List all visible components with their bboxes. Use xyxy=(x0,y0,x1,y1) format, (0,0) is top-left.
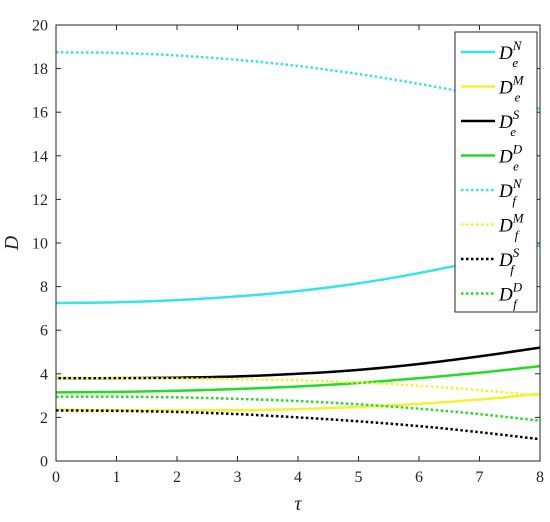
legend: DN e DM eDS e DD eDN f DM fDS f DD f xyxy=(454,31,538,313)
y-tick-label: 14 xyxy=(32,148,48,165)
legend-label: DN f xyxy=(498,176,523,208)
y-tick-label: 2 xyxy=(40,410,48,427)
legend-label: DM e xyxy=(498,73,525,105)
x-tick-label: 5 xyxy=(355,469,363,486)
y-tick-label: 0 xyxy=(40,454,48,471)
legend-label: DS f xyxy=(498,245,520,277)
series-line-D-e-S xyxy=(56,346,540,380)
series-line-D-f-S xyxy=(56,409,540,441)
plot-layer xyxy=(56,51,540,441)
series-line-D-f-M xyxy=(56,376,540,397)
y-tick-label: 10 xyxy=(32,236,48,253)
x-tick-label: 8 xyxy=(536,469,544,486)
x-tick-label: 6 xyxy=(415,469,423,486)
legend-label: DS e xyxy=(498,107,520,139)
legend-label: DM f xyxy=(498,211,525,243)
x-tick-label: 4 xyxy=(294,469,302,486)
y-tick-label: 12 xyxy=(32,192,48,209)
series-line-D-e-M xyxy=(56,392,540,412)
y-tick-label: 6 xyxy=(40,323,48,340)
series-line-D-e-D xyxy=(56,364,540,394)
legend-label: DD f xyxy=(498,280,523,312)
y-tick-label: 20 xyxy=(32,18,48,35)
x-tick-label: 1 xyxy=(113,469,121,486)
y-tick-label: 4 xyxy=(40,366,48,383)
y-tick-label: 18 xyxy=(32,61,48,78)
x-axis-label: τ xyxy=(294,493,302,515)
legend-label: DD e xyxy=(498,142,523,174)
x-tick-label: 0 xyxy=(52,469,60,486)
legend-label: DN e xyxy=(498,38,523,70)
y-tick-label: 8 xyxy=(40,279,48,296)
series-line-D-f-D xyxy=(56,395,540,422)
x-tick-label: 3 xyxy=(234,469,242,486)
y-axis-label: D xyxy=(1,235,23,251)
legend-box xyxy=(454,31,538,313)
x-tick-label: 2 xyxy=(173,469,181,486)
x-tick-label: 7 xyxy=(476,469,484,486)
y-tick-label: 16 xyxy=(32,105,48,122)
